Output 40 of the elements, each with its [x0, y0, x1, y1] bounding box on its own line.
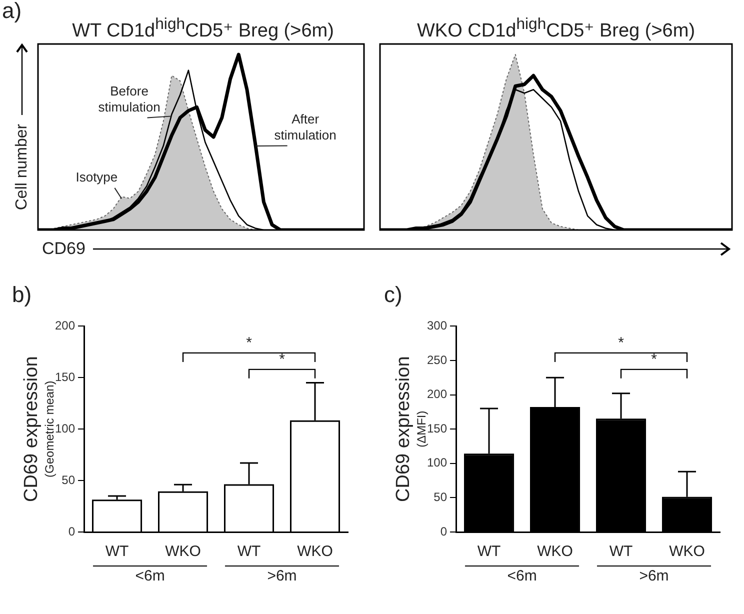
y-axis-title: CD69 expression (Geometric mean) [21, 356, 56, 502]
annotation: * [246, 334, 252, 352]
x-tick-label: WT [609, 543, 633, 560]
annotation: * [651, 351, 658, 368]
text: <6m [135, 568, 165, 585]
x-tick-label: WKO [297, 543, 333, 560]
x-tick-label: WKO [669, 543, 705, 560]
chart-title: WKO CD1d$^{high}$CD5⁺ Breg (>6m) [416, 15, 696, 44]
x-axis-title: CD69 [42, 239, 86, 259]
y-tick-label: 150 [54, 370, 76, 384]
y-tick-label: 250 [426, 352, 448, 367]
y-tick-label: 200 [54, 318, 76, 333]
text: >6m [639, 568, 669, 585]
text: <6m [507, 568, 537, 585]
annotation: Before stimulation [98, 83, 160, 114]
text: >6m [267, 568, 297, 585]
y-tick-label: 0 [68, 524, 76, 538]
x-tick-label: WT [105, 543, 129, 560]
chart-title: b) [11, 282, 33, 309]
y-tick-label: 50 [62, 472, 76, 487]
y-axis-title: CD69 expression (ΔMFI) [393, 356, 428, 502]
y-tick-label: 150 [426, 421, 448, 436]
y-tick-label: 100 [54, 421, 76, 436]
y-axis-title: Cell number [13, 123, 30, 210]
y-tick-label: 50 [434, 490, 448, 504]
x-tick-label: WT [477, 543, 501, 560]
y-tick-label: 100 [426, 456, 448, 470]
y-tick-label: 0 [440, 524, 448, 538]
annotation: * [279, 351, 286, 368]
y-tick-label: 200 [426, 387, 448, 402]
x-tick-label: WKO [537, 543, 573, 560]
x-tick-label: WKO [165, 543, 201, 560]
chart-title: c) [383, 282, 404, 309]
annotation: After stimulation [274, 111, 336, 142]
x-tick-label: WT [237, 543, 261, 560]
text: a) [2, 0, 22, 24]
annotation: * [618, 334, 624, 352]
annotation: Isotype [76, 170, 118, 184]
chart-title: WT CD1d$^{high}$CD5⁺ Breg (>6m) [72, 16, 334, 42]
y-tick-label: 300 [426, 318, 448, 333]
